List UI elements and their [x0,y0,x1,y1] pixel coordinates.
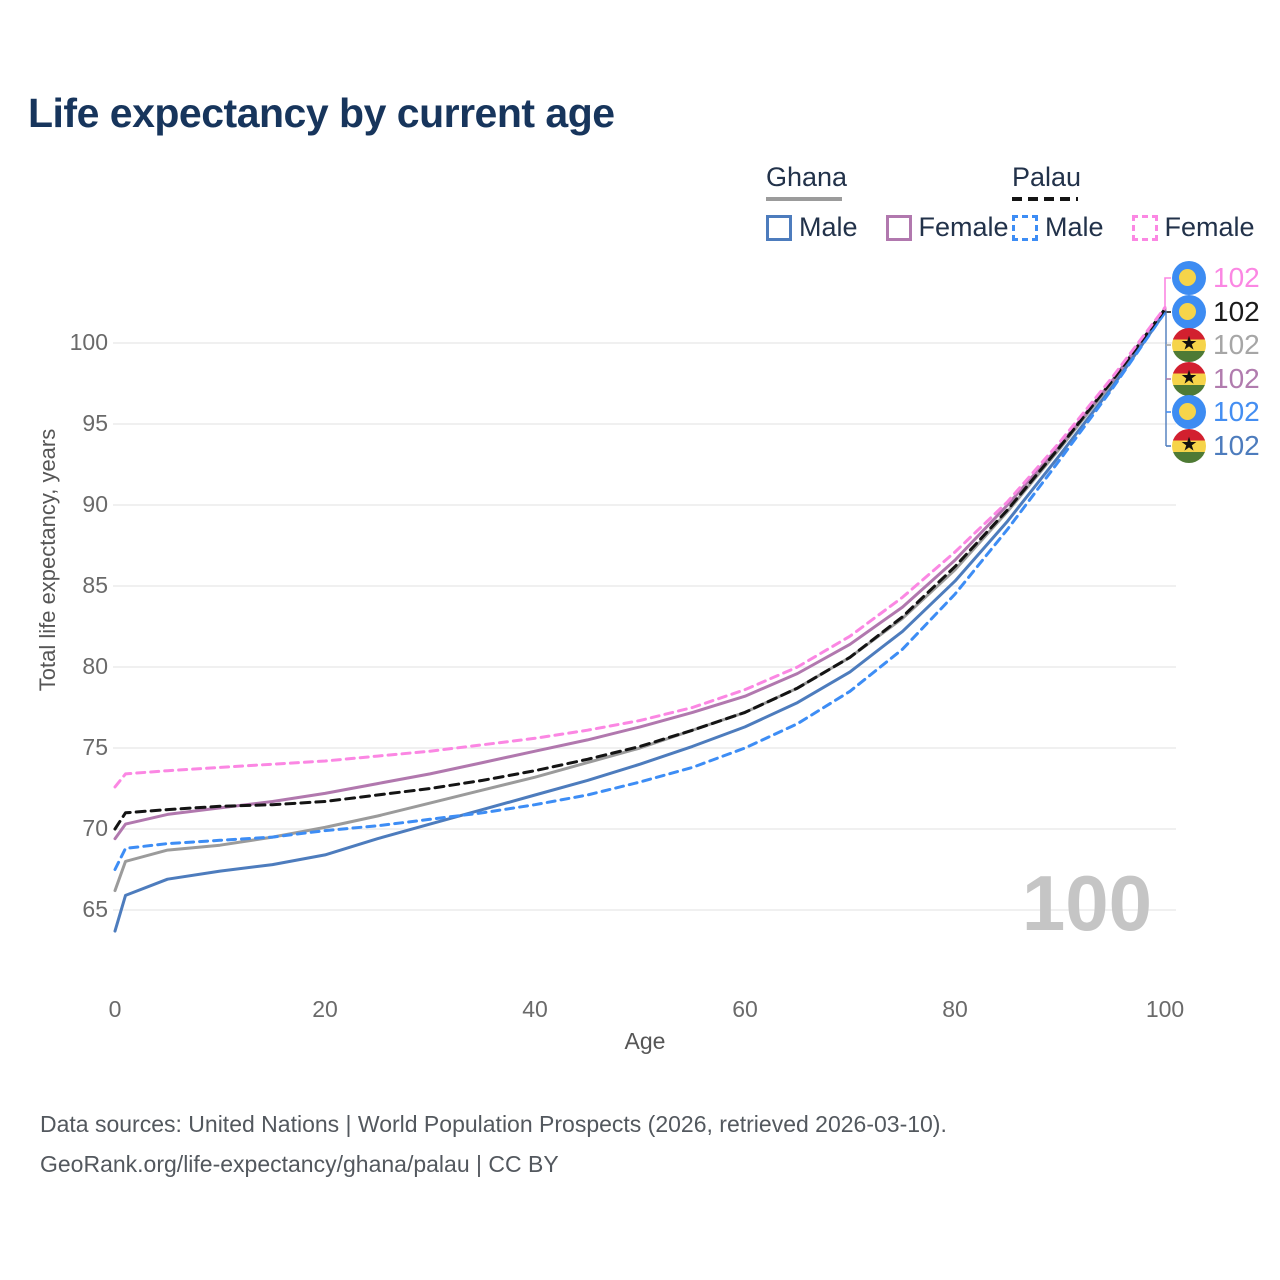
end-label-value: 102 [1213,430,1260,461]
legend-country-palau[interactable]: Palau [1012,162,1082,192]
x-tick-label: 20 [312,996,338,1022]
legend-item-ghana-female[interactable]: Female [885,212,1009,243]
y-tick-label: 85 [82,572,108,598]
legend-item-label: Male [1045,212,1104,242]
flag-ghana-icon [1172,362,1206,396]
series-line-palau-female[interactable] [113,305,1167,789]
series-line-palau-male[interactable] [113,310,1167,871]
palau-male-swatch-icon [1012,214,1038,241]
legend-item-ghana-male[interactable]: Male [766,212,858,243]
end-label-row-ghana-female[interactable]: 102 [1172,362,1260,396]
end-label-value: 102 [1213,296,1260,327]
x-tick-label: 100 [1145,996,1185,1022]
x-tick-label: 60 [732,996,758,1022]
x-tick-label: 0 [108,996,122,1022]
series-line-ghana-female[interactable] [113,307,1167,841]
legend-group-palau: Palau Male Female [1012,162,1255,243]
data-source-note: Data sources: United Nations | World Pop… [40,1111,947,1137]
footer: Data sources: United Nations | World Pop… [40,1104,947,1185]
series-line-ghana[interactable] [113,309,1167,893]
legend-item-label: Female [918,212,1009,242]
y-tick-label: 65 [82,896,108,922]
end-label-value: 102 [1213,329,1260,360]
end-label-row-palau-female[interactable]: 102 [1172,261,1260,295]
ghana-female-swatch-icon [885,214,912,241]
end-label-row-palau-male[interactable]: 102 [1172,395,1260,429]
legend-item-palau-male[interactable]: Male [1012,212,1104,243]
series-line-palau[interactable] [113,307,1167,831]
y-tick-label: 75 [82,734,108,760]
flag-palau-icon [1172,295,1206,329]
x-tick-label: 40 [522,996,548,1022]
flag-palau-icon [1172,395,1206,429]
flag-palau-icon [1172,261,1206,295]
y-tick-label: 70 [82,815,108,841]
end-label-row-palau[interactable]: 102 [1172,295,1260,329]
legend-underline-solid [766,197,842,201]
y-tick-label: 100 [69,329,108,355]
x-tick-label: 80 [942,996,968,1022]
page-title: Life expectancy by current age [28,90,615,136]
y-tick-label: 90 [82,491,108,517]
x-axis-title: Age [624,1028,666,1054]
flag-ghana-icon [1172,429,1206,463]
legend-item-label: Male [799,212,858,242]
age-ticker-watermark: 100 [1021,859,1152,947]
legend-group-ghana: Ghana Male Female [766,162,1009,243]
legend-item-label: Female [1164,212,1255,242]
end-label-value: 102 [1213,396,1260,427]
legend-country-ghana[interactable]: Ghana [766,162,848,192]
ghana-male-swatch-icon [766,214,792,241]
flag-ghana-icon [1172,328,1206,362]
y-tick-label: 95 [82,410,108,436]
legend-underline-dashed [1012,197,1078,201]
palau-female-swatch-icon [1131,214,1158,241]
end-label-row-ghana-male[interactable]: 102 [1172,429,1260,463]
end-label-value: 102 [1213,262,1260,293]
series-line-ghana-male[interactable] [113,310,1167,933]
connector-line [1164,277,1171,311]
legend-item-palau-female[interactable]: Female [1131,212,1255,243]
attribution-link[interactable]: GeoRank.org/life-expectancy/ghana/palau … [40,1151,559,1178]
end-label-value: 102 [1213,363,1260,394]
y-tick-label: 80 [82,653,108,679]
end-label-row-ghana[interactable]: 102 [1172,328,1260,362]
